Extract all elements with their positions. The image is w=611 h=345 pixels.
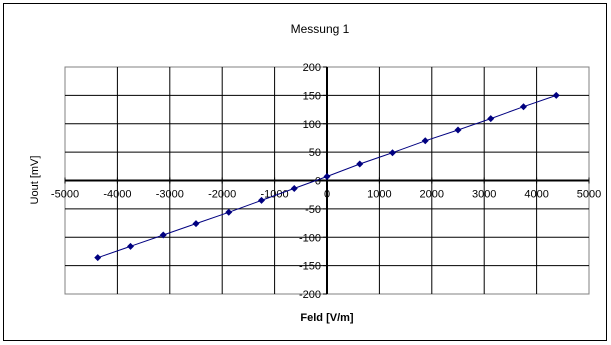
y-tick-label: -100 (299, 232, 321, 244)
data-point (258, 196, 265, 204)
x-axis-label: Feld [V/m] (300, 312, 354, 324)
data-point (356, 160, 364, 168)
data-point (520, 103, 527, 111)
x-tick-label: 5000 (577, 189, 601, 201)
data-point (290, 184, 298, 192)
data-point (487, 115, 495, 123)
y-tick-label: 50 (309, 147, 321, 159)
data-point (225, 208, 233, 216)
chart-title: Messung 1 (291, 22, 350, 36)
y-tick-label: -200 (299, 289, 321, 301)
data-point (421, 137, 429, 145)
y-tick-label: -150 (299, 261, 321, 273)
data-point (389, 149, 396, 157)
series (94, 91, 560, 262)
data-point (552, 91, 560, 99)
x-tick-label: 1000 (367, 189, 391, 201)
x-tick-label: -1000 (261, 189, 289, 201)
data-point (159, 231, 167, 239)
data-point (127, 242, 134, 250)
data-point (192, 220, 200, 228)
y-tick-label: 0 (315, 176, 321, 188)
data-point (454, 126, 462, 134)
x-tick-label: -4000 (103, 189, 131, 201)
tick-labels: -5000 -4000 -3000 -2000 -1000 0 1000 2000 3000 40… (51, 62, 601, 301)
y-tick-label: 150 (303, 90, 321, 102)
x-tick-label: 4000 (524, 189, 548, 201)
x-tick-label: 0 (324, 189, 330, 201)
x-tick-label: -3000 (156, 189, 184, 201)
data-point (323, 173, 331, 181)
axes (64, 66, 590, 295)
x-tick-label: 2000 (420, 189, 444, 201)
y-tick-label: -50 (305, 204, 321, 216)
y-tick-label: 100 (303, 119, 321, 131)
y-tick-label: 200 (303, 62, 321, 74)
x-tick-label: 3000 (472, 189, 496, 201)
x-tick-label: -5000 (51, 189, 79, 201)
data-point (94, 254, 102, 262)
y-axis-label: Uout [mV] (29, 156, 41, 205)
x-tick-label: -2000 (208, 189, 236, 201)
